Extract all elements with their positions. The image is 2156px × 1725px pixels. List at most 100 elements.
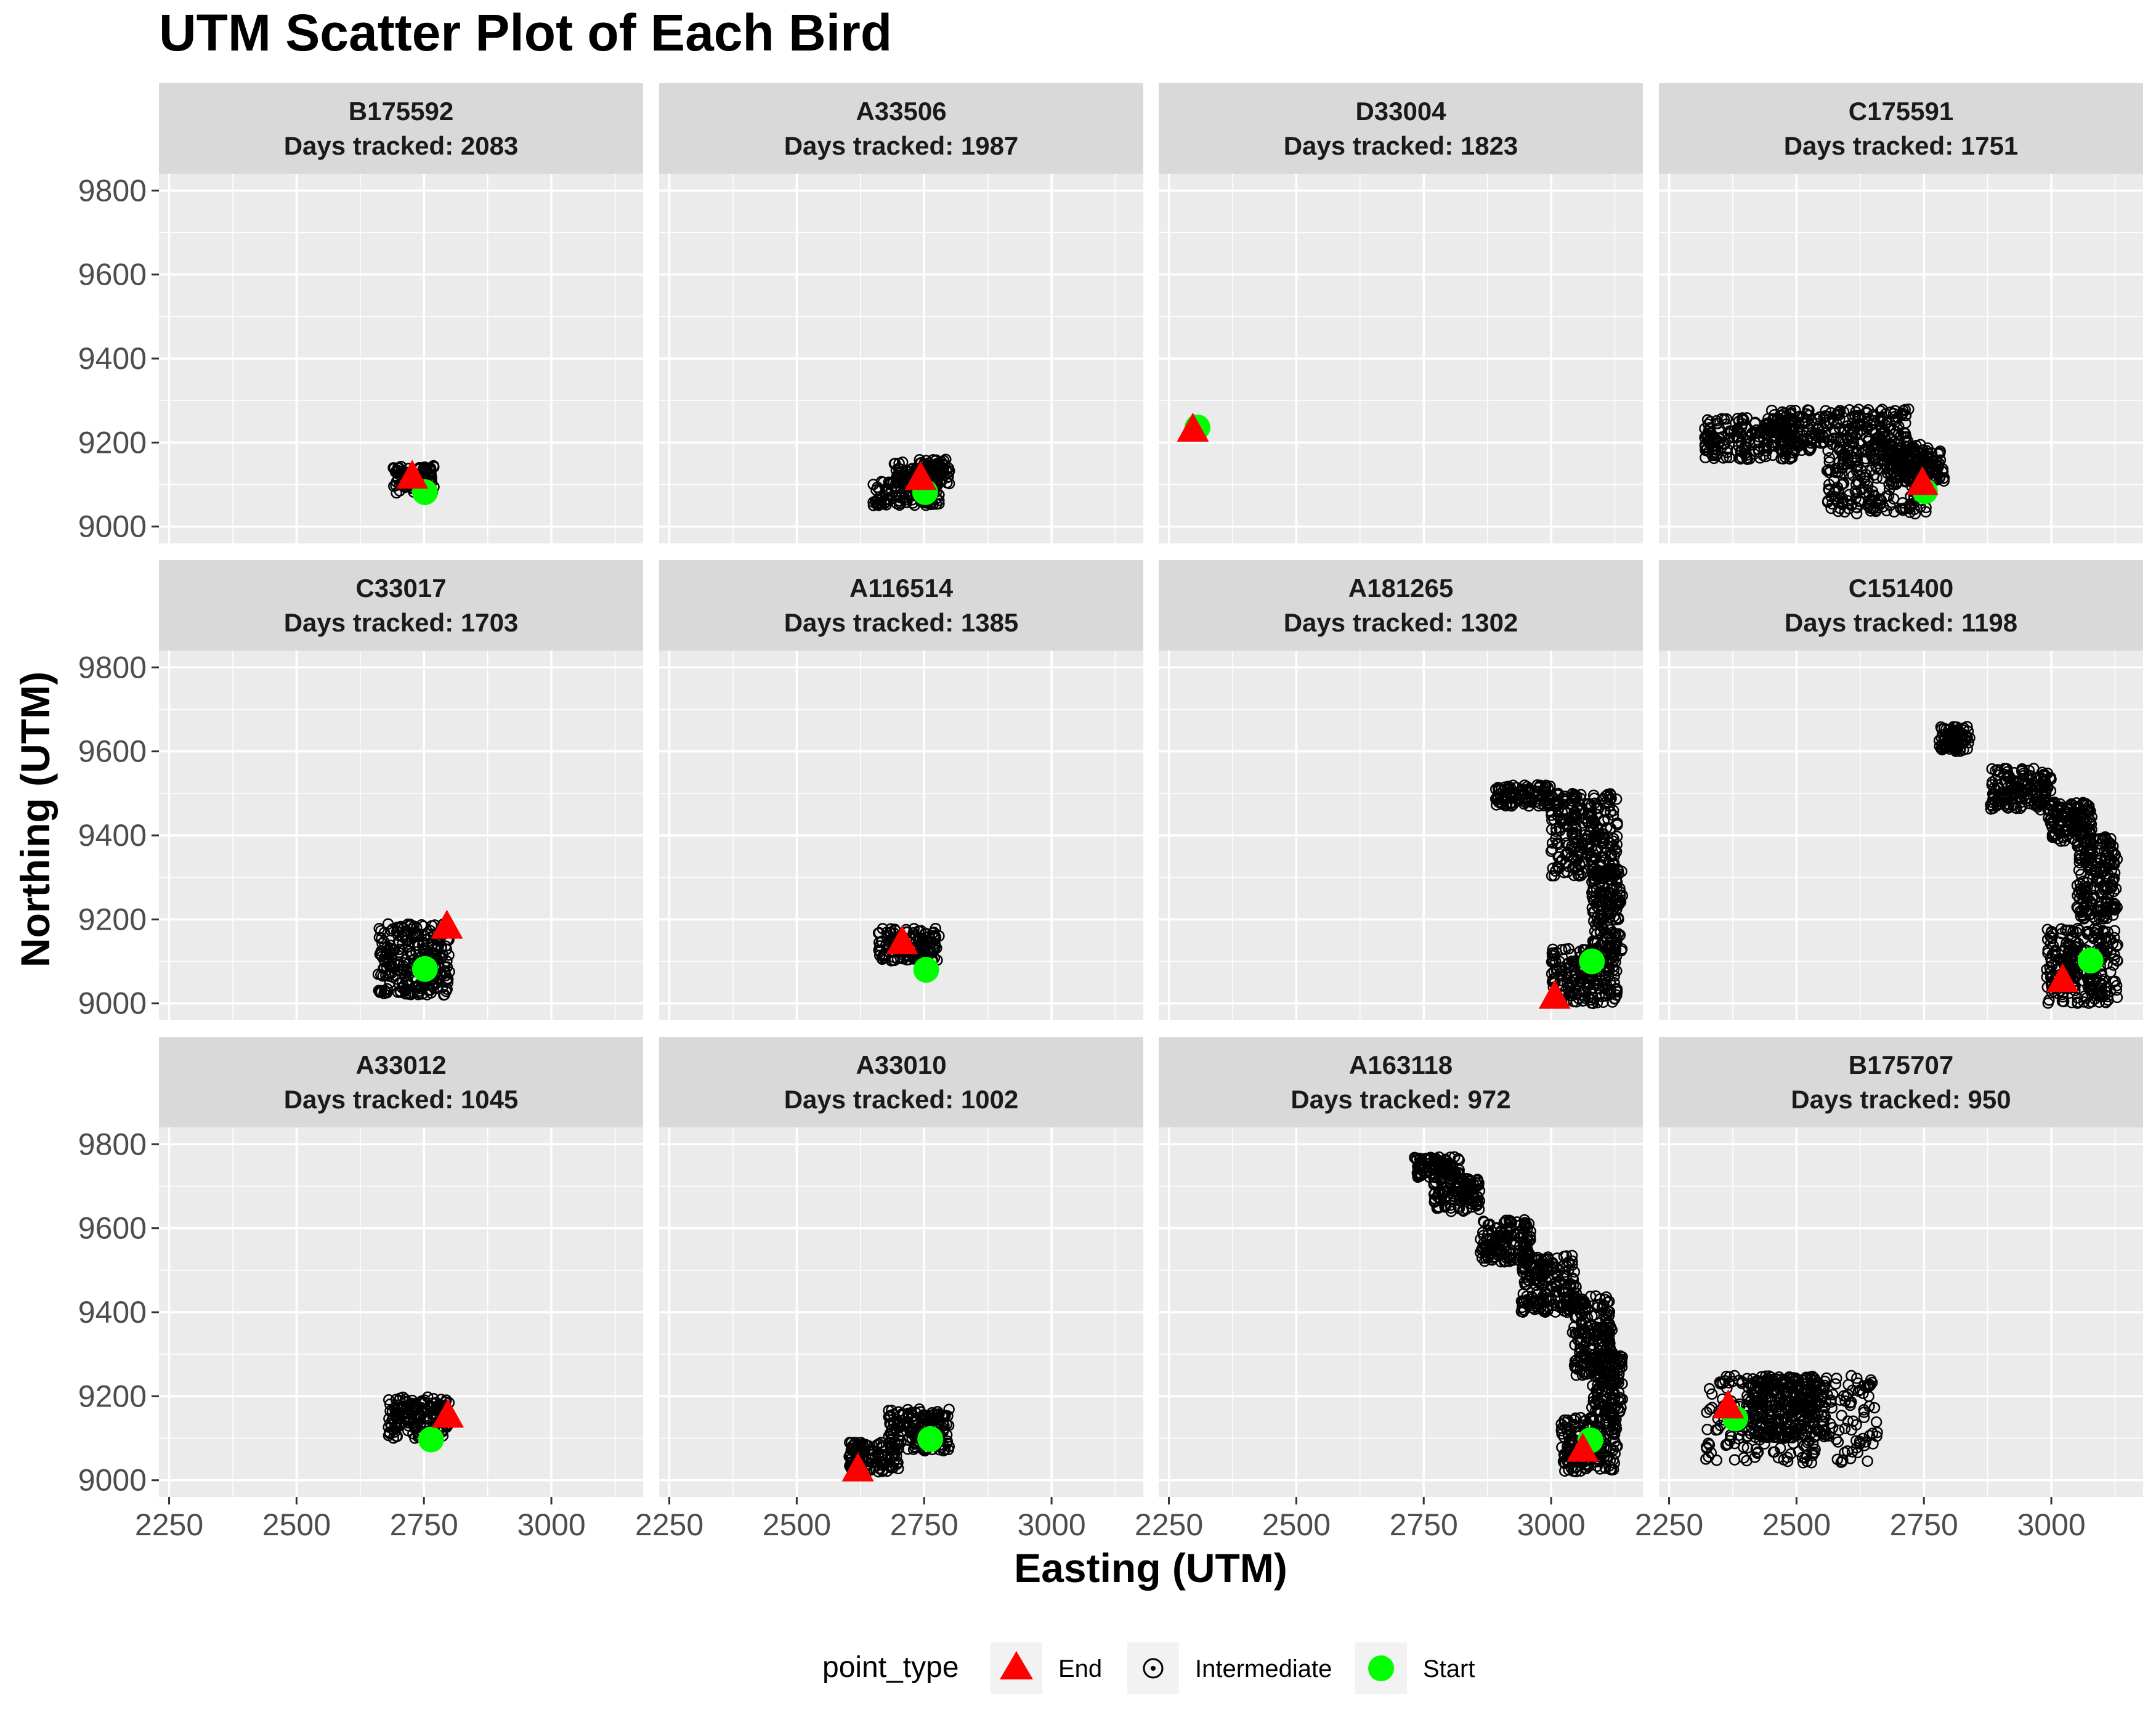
intermediate-point: [1897, 504, 1909, 516]
intermediate-point: [1898, 466, 1910, 479]
intermediate-point: [421, 462, 433, 474]
intermediate-point: [885, 927, 897, 939]
intermediate-point: [1737, 414, 1748, 426]
facet-strip: [1659, 83, 2143, 174]
intermediate-points: [1699, 404, 1950, 520]
intermediate-point: [1857, 445, 1870, 457]
end-point: [431, 909, 463, 939]
facet-bird-id: C151400: [1849, 574, 1953, 603]
intermediate-point: [1932, 460, 1944, 472]
end-point: [886, 925, 918, 954]
intermediate-point: [1887, 424, 1899, 436]
intermediate-point: [1886, 477, 1898, 490]
facet-days-tracked: Days tracked: 1703: [284, 608, 519, 637]
intermediate-point: [1777, 453, 1789, 465]
facet-strip: [159, 83, 643, 174]
intermediate-point: [1869, 437, 1881, 449]
intermediate-point: [901, 954, 913, 966]
intermediate-point: [418, 942, 431, 954]
facet-strip: [659, 83, 1143, 174]
intermediate-point: [383, 944, 394, 956]
facet-days-tracked: Days tracked: 1987: [784, 131, 1019, 160]
intermediate-point: [1864, 447, 1876, 460]
facet-bird-id: B175707: [1849, 1050, 1953, 1079]
intermediate-point: [907, 927, 920, 939]
intermediate-point: [873, 944, 885, 956]
intermediate-point: [395, 920, 407, 933]
intermediate-point: [1892, 412, 1904, 424]
intermediate-point: [1708, 431, 1720, 443]
intermediate-point: [385, 925, 397, 937]
intermediate-point: [1854, 412, 1865, 424]
intermediate-point: [1767, 413, 1779, 424]
intermediate-point: [1897, 450, 1908, 462]
start-point: [1579, 948, 1605, 975]
facet-strip: [1159, 83, 1643, 174]
intermediate-point: [405, 948, 417, 960]
intermediate-point: [1753, 431, 1765, 443]
intermediate-point: [1842, 495, 1854, 507]
intermediate-point: [1823, 456, 1836, 468]
intermediate-point: [1900, 410, 1911, 421]
intermediate-point: [880, 484, 893, 495]
intermediate-point: [376, 932, 387, 944]
intermediate-point: [374, 984, 386, 997]
intermediate-point: [1931, 468, 1943, 479]
intermediate-point: [1701, 444, 1712, 456]
intermediate-point: [379, 984, 391, 996]
facet-bird-id: A163118: [1349, 1050, 1453, 1079]
intermediate-point: [407, 987, 419, 999]
intermediate-point: [867, 479, 879, 490]
intermediate-point: [1724, 452, 1735, 464]
intermediate-point: [1932, 448, 1944, 460]
intermediate-point: [408, 920, 420, 932]
facet-strip: [159, 560, 643, 651]
intermediate-point: [1700, 452, 1711, 464]
intermediate-point: [875, 498, 888, 510]
intermediate-point: [1817, 429, 1828, 441]
intermediate-point: [1786, 452, 1798, 464]
intermediate-point: [1741, 449, 1753, 461]
intermediate-point: [1879, 419, 1891, 431]
intermediate-point: [1836, 497, 1849, 509]
intermediate-point: [1786, 414, 1798, 426]
intermediate-point: [1858, 486, 1870, 498]
intermediate-point: [1719, 438, 1731, 450]
intermediate-point: [375, 969, 387, 981]
intermediate-point: [388, 943, 400, 956]
intermediate-point: [934, 470, 947, 482]
intermediate-point: [1825, 502, 1837, 514]
intermediate-point: [1704, 437, 1716, 449]
facet-panel: A33506 Days tracked: 1987: [659, 83, 1143, 543]
intermediate-point: [1799, 417, 1811, 429]
intermediate-point: [1875, 440, 1887, 453]
intermediate-point: [413, 985, 426, 997]
facet-days-tracked: Days tracked: 1002: [784, 1085, 1019, 1114]
start-point: [411, 956, 438, 982]
facet-bird-id: A33012: [355, 1050, 446, 1079]
intermediate-point: [1881, 505, 1893, 517]
intermediate-point: [895, 466, 907, 479]
facet-bird-id: A33506: [856, 97, 946, 126]
intermediate-point: [442, 972, 453, 984]
facet-days-tracked: Days tracked: 1385: [784, 608, 1019, 637]
intermediate-point: [1849, 430, 1862, 442]
intermediate-point: [873, 936, 885, 949]
facet-days-tracked: Days tracked: 1751: [1784, 131, 2019, 160]
intermediate-point: [940, 453, 952, 465]
intermediate-point: [1795, 434, 1807, 446]
intermediate-point: [891, 491, 902, 503]
intermediate-point: [1753, 427, 1765, 439]
facet-days-tracked: Days tracked: 1302: [1284, 608, 1518, 637]
intermediate-point: [1830, 410, 1842, 422]
intermediate-point: [1854, 418, 1866, 429]
intermediate-point: [942, 471, 954, 483]
intermediate-point: [1830, 466, 1842, 479]
intermediate-point: [1869, 490, 1881, 503]
intermediate-points: [372, 918, 455, 1001]
